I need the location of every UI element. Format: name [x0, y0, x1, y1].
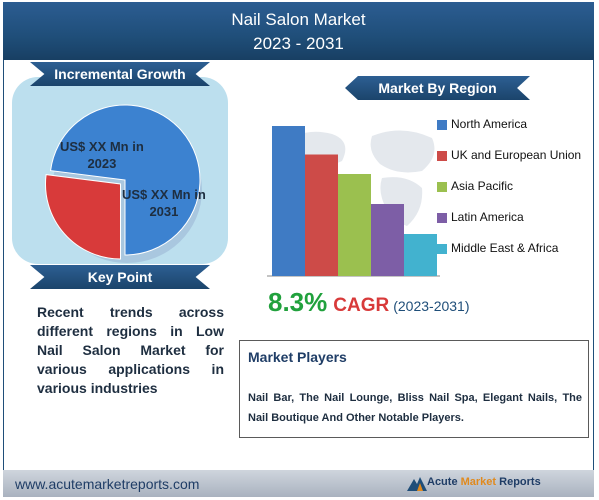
- key-point-heading: Key Point: [30, 265, 210, 289]
- market-players-box: Market Players Nail Bar, The Nail Lounge…: [239, 340, 589, 438]
- legend-item-uk-eu: UK and European Union: [437, 148, 597, 164]
- bar-middle-east-africa: [404, 234, 437, 276]
- legend-swatch: [437, 151, 447, 161]
- market-by-region-heading: Market By Region: [345, 76, 530, 100]
- footer-bar: www.acutemarketreports.com Acute Market …: [3, 470, 594, 497]
- incremental-growth-pie: [45, 104, 202, 263]
- bar-north-america: [272, 126, 305, 276]
- market-players-heading: Market Players: [248, 349, 347, 365]
- brand-logo-icon: [407, 477, 427, 491]
- header-banner: Nail Salon Market 2023 - 2031: [3, 2, 594, 60]
- legend-item-mea: Middle East & Africa: [437, 241, 597, 257]
- cagr-years: (2023-2031): [393, 298, 470, 314]
- pie-label-2023: US$ XX Mn in 2023: [60, 139, 144, 171]
- incremental-growth-heading: Incremental Growth: [30, 62, 210, 86]
- market-players-text: Nail Bar, The Nail Lounge, Bliss Nail Sp…: [248, 392, 582, 424]
- legend-item-asia-pacific: Asia Pacific: [437, 179, 597, 195]
- legend-swatch: [437, 213, 447, 223]
- legend-swatch: [437, 244, 447, 254]
- footer-url-link[interactable]: www.acutemarketreports.com: [15, 476, 200, 492]
- pie-slice-2031: [50, 104, 201, 256]
- cagr-word: CAGR: [333, 295, 390, 316]
- market-by-region-bar-chart: [267, 126, 440, 277]
- pie-label-2031: US$ XX Mn in 2031: [122, 187, 206, 219]
- page-years: 2023 - 2031: [253, 34, 344, 53]
- bar-asia-pacific: [338, 174, 371, 276]
- footer-brand: Acute Market Reports: [427, 476, 541, 488]
- legend-item-latin-america: Latin America: [437, 210, 597, 226]
- pie-slice-2023: [45, 174, 121, 260]
- legend-swatch: [437, 182, 447, 192]
- page-title: Nail Salon Market: [231, 10, 366, 29]
- cagr-line: 8.3% CAGR (2023-2031): [268, 287, 470, 318]
- legend-item-north-america: North America: [437, 117, 597, 133]
- bar-latin-america: [371, 204, 404, 276]
- legend-swatch: [437, 120, 447, 130]
- bar-uk-and-european-union: [305, 154, 338, 276]
- cagr-value: 8.3%: [268, 287, 328, 317]
- key-point-text: Recent trends across different regions i…: [37, 304, 224, 396]
